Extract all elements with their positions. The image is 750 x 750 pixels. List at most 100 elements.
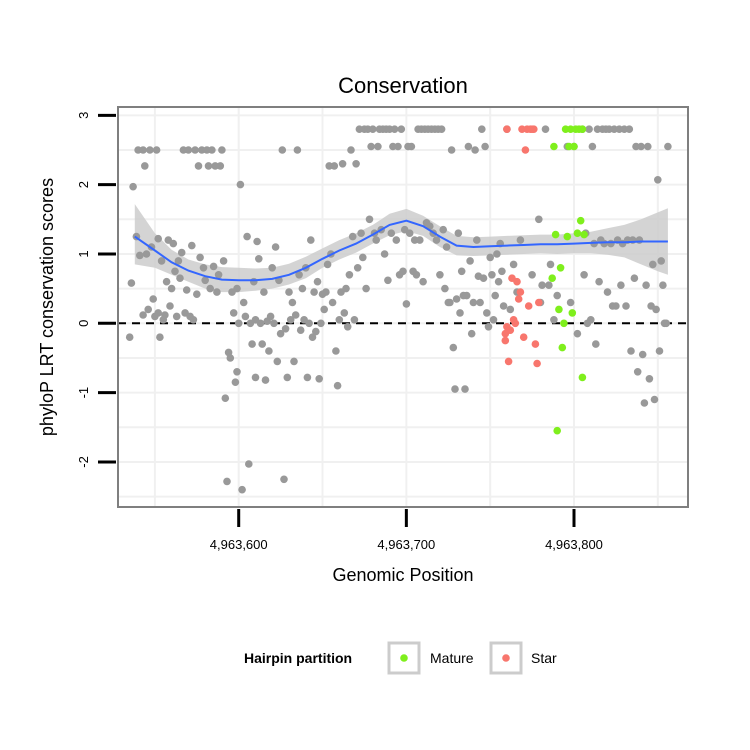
point-other: [622, 302, 630, 310]
y-axis-label: phyloP LRT conservation scores: [37, 178, 57, 436]
point-other: [367, 142, 375, 151]
point-other: [152, 146, 161, 154]
point-other: [243, 232, 251, 241]
point-other: [637, 142, 645, 151]
point-other: [338, 160, 347, 168]
point-star: [535, 298, 543, 307]
point-other: [171, 267, 179, 276]
point-other: [268, 264, 277, 272]
point-other: [231, 378, 240, 387]
point-other: [209, 262, 218, 271]
point-other: [191, 146, 199, 154]
point-other: [310, 288, 318, 296]
point-other: [625, 125, 634, 133]
point-other: [384, 276, 392, 285]
point-other: [236, 180, 245, 189]
point-other: [206, 284, 214, 293]
point-other: [350, 316, 359, 324]
point-other: [265, 347, 273, 355]
point-other: [545, 281, 553, 290]
point-other: [266, 312, 275, 321]
point-other: [219, 257, 228, 265]
legend-title: Hairpin partition: [244, 650, 352, 666]
point-other: [261, 376, 270, 384]
point-other: [452, 295, 461, 303]
point-other: [142, 250, 151, 258]
point-other: [254, 254, 263, 263]
point-other: [149, 295, 157, 303]
point-mature: [573, 229, 582, 237]
point-other: [516, 236, 525, 244]
smooth-line: [134, 219, 668, 282]
point-other: [655, 347, 664, 355]
y-tick-label: 3: [76, 112, 91, 119]
point-other: [481, 142, 489, 151]
point-mature: [560, 319, 568, 328]
x-tick-label: 4,963,600: [210, 537, 268, 552]
legend-label-mature: Mature: [430, 650, 474, 666]
point-other: [141, 162, 149, 170]
point-other: [229, 309, 238, 317]
point-other: [464, 142, 473, 151]
point-other: [473, 236, 481, 244]
point-other: [348, 232, 357, 241]
point-other: [340, 309, 349, 317]
point-other: [286, 316, 295, 324]
confidence-ribbon-layer: [134, 204, 668, 293]
smooth-line-layer: [134, 219, 668, 282]
point-other: [467, 329, 476, 338]
point-other: [162, 277, 171, 286]
point-other: [580, 271, 588, 279]
point-other: [506, 305, 515, 314]
point-other: [345, 271, 354, 279]
legend: Hairpin partition Mature Star: [244, 641, 557, 675]
point-other: [374, 142, 382, 151]
point-other: [323, 260, 332, 269]
point-other: [392, 236, 401, 244]
point-other: [176, 274, 184, 283]
x-tick-label: 4,963,700: [377, 537, 435, 552]
point-other: [488, 271, 496, 279]
point-other: [499, 302, 508, 310]
legend-swatch-star: [502, 654, 510, 662]
point-other: [461, 385, 469, 393]
point-other: [239, 298, 248, 307]
point-other: [419, 277, 427, 286]
point-other: [136, 251, 144, 260]
point-other: [154, 309, 162, 317]
y-tick-label: 2: [76, 181, 91, 188]
point-other: [308, 333, 317, 342]
point-other: [437, 125, 446, 133]
point-other: [416, 236, 424, 244]
point-other: [194, 162, 203, 170]
point-other: [394, 142, 402, 151]
point-other: [369, 125, 377, 133]
point-other: [156, 333, 164, 342]
point-other: [442, 243, 451, 251]
point-star: [513, 277, 521, 286]
y-tick-label: 1: [76, 250, 91, 257]
point-other: [251, 373, 260, 382]
point-other: [208, 146, 216, 154]
point-other: [184, 146, 193, 154]
point-other: [166, 302, 174, 310]
point-other: [250, 277, 258, 286]
point-other: [652, 305, 660, 314]
point-star: [511, 319, 520, 328]
point-other: [553, 291, 561, 300]
point-other: [627, 347, 635, 355]
points-layer: [125, 125, 672, 494]
point-other: [397, 125, 406, 133]
point-other: [322, 288, 330, 296]
point-other: [129, 182, 137, 191]
point-other: [177, 248, 186, 257]
point-other: [303, 373, 312, 382]
point-other: [494, 277, 503, 286]
point-star: [531, 340, 540, 348]
point-other: [296, 326, 305, 335]
point-other: [659, 281, 667, 290]
point-other: [498, 267, 506, 276]
point-other: [172, 312, 181, 321]
point-other: [127, 279, 136, 287]
point-other: [256, 319, 265, 328]
